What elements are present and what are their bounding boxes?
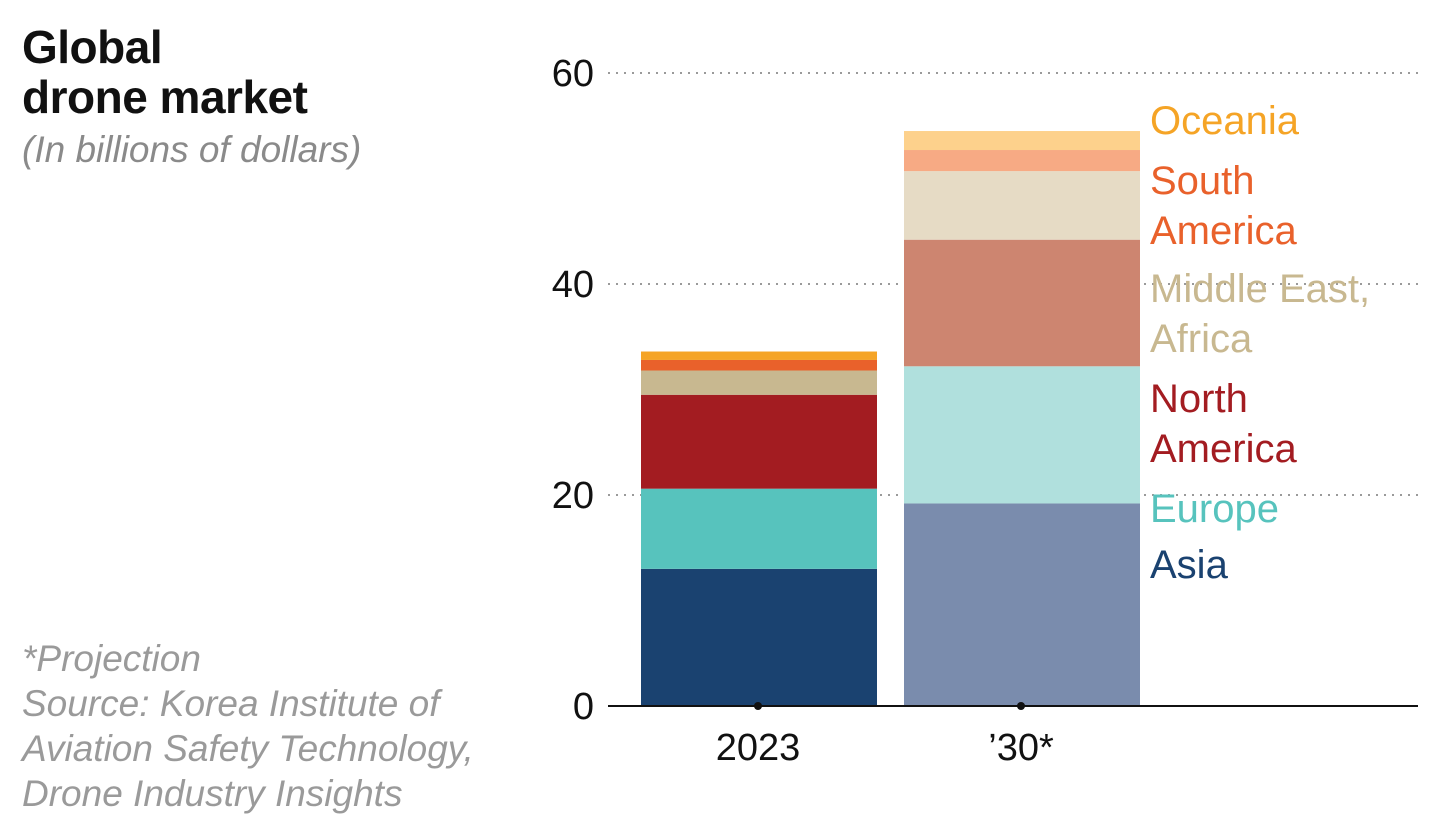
legend-label-3-line-0: North xyxy=(1150,377,1248,421)
legend-label-1-line-0: South xyxy=(1150,159,1255,203)
legend-label-2-line-1: Africa xyxy=(1150,317,1253,361)
bar-segment-0-oceania xyxy=(641,351,877,360)
source-line-2: Aviation Safety Technology, xyxy=(22,728,474,769)
x-tick-dot-1 xyxy=(1017,702,1025,710)
y-tick-label-0: 0 xyxy=(573,686,594,728)
source-line-3: Drone Industry Insights xyxy=(22,773,403,814)
bar-segment-0-asia xyxy=(641,568,877,706)
bar-segment-1-asia xyxy=(904,503,1140,706)
bar-segment-0-europe xyxy=(641,488,877,569)
legend-label-1-line-1: America xyxy=(1150,209,1297,253)
bar-segment-1-oceania xyxy=(904,150,1140,172)
source-line-1: Source: Korea Institute of xyxy=(22,683,440,724)
bar-segment-0-middle-east-africa xyxy=(641,370,877,395)
bar-segment-1-other xyxy=(904,131,1140,151)
chart-title-line-1: Global xyxy=(22,21,163,73)
legend-label-5-line-0: Asia xyxy=(1150,543,1229,587)
y-tick-label-60: 60 xyxy=(552,53,594,95)
projection-note: *Projection xyxy=(22,638,201,679)
legend-label-0-line-0: Oceania xyxy=(1150,99,1300,143)
chart-subtitle: (In billions of dollars) xyxy=(22,129,362,170)
bar-segment-1-europe xyxy=(904,366,1140,504)
chart-title-line-2: drone market xyxy=(22,71,308,123)
bar-segment-1-south-america xyxy=(904,171,1140,240)
bar-segment-0-south-america xyxy=(641,359,877,371)
y-tick-label-20: 20 xyxy=(552,475,594,517)
legend-label-3-line-1: America xyxy=(1150,427,1297,471)
x-tick-label-1: ’30* xyxy=(988,727,1054,769)
legend-label-2-line-0: Middle East, xyxy=(1150,267,1370,311)
legend-label-4-line-0: Europe xyxy=(1150,487,1279,531)
bar-segment-1-middle-east-africa xyxy=(904,239,1140,367)
footnotes: *Projection Source: Korea Institute of A… xyxy=(22,636,474,816)
x-tick-label-0: 2023 xyxy=(716,727,801,769)
x-tick-dot-0 xyxy=(754,702,762,710)
bar-segment-0-north-america xyxy=(641,394,877,489)
title-block: Global drone market (In billions of doll… xyxy=(22,22,361,172)
y-tick-label-40: 40 xyxy=(552,264,594,306)
